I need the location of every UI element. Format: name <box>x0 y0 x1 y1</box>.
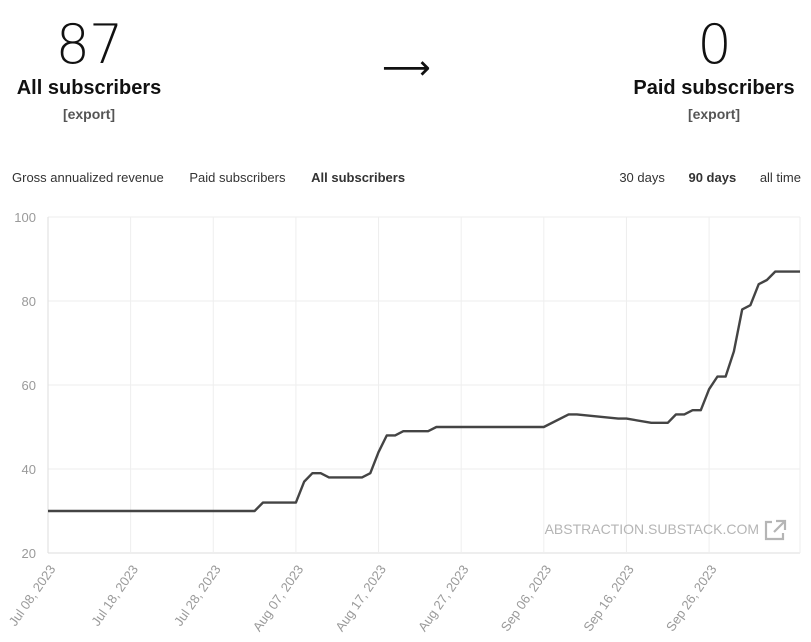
x-tick-label: Jul 08, 2023 <box>6 562 59 629</box>
x-tick-label: Aug 07, 2023 <box>250 562 307 634</box>
x-tick-label: Sep 16, 2023 <box>580 562 637 634</box>
y-tick-label: 20 <box>22 546 36 561</box>
y-tick-label: 40 <box>22 462 36 477</box>
metric-tabs: Gross annualized revenue Paid subscriber… <box>12 170 427 185</box>
series-line <box>48 270 800 513</box>
paid-subscribers-label: Paid subscribers <box>633 77 795 99</box>
x-tick-label: Aug 17, 2023 <box>332 562 389 634</box>
tab-all-time[interactable]: all time <box>759 170 801 185</box>
export-all-subscribers-link[interactable]: [export] <box>62 106 116 122</box>
tab-gross-annualized-revenue[interactable]: Gross annualized revenue <box>12 170 164 185</box>
x-tick-label: Aug 27, 2023 <box>415 562 472 634</box>
paid-subscribers-count: 0 <box>697 13 731 76</box>
x-tick-label: Sep 26, 2023 <box>663 562 720 634</box>
external-link-icon[interactable] <box>764 519 787 541</box>
y-tick-label: 100 <box>14 210 36 225</box>
chart-grid <box>47 216 801 554</box>
paid-subscribers-stat: 0 Paid subscribers [export] <box>626 14 802 124</box>
x-axis-ticks: Jul 08, 2023 Jul 18, 2023 Jul 28, 2023 Aug … <box>6 562 720 634</box>
all-subscribers-count: 87 <box>55 13 124 76</box>
tab-paid-subscribers[interactable]: Paid subscribers <box>189 170 286 185</box>
x-tick-label: Jul 18, 2023 <box>88 562 141 629</box>
arrow-icon: ⟶ <box>382 48 431 88</box>
range-tabs: 30 days 90 days all time <box>599 170 801 185</box>
export-paid-subscribers-link[interactable]: [export] <box>687 106 741 122</box>
tab-all-subscribers[interactable]: All subscribers <box>311 170 406 185</box>
y-axis-ticks: 20 40 60 80 100 <box>14 210 36 561</box>
y-tick-label: 60 <box>22 378 36 393</box>
tab-30-days[interactable]: 30 days <box>619 170 665 185</box>
x-tick-label: Sep 06, 2023 <box>498 562 555 634</box>
watermark-text: ABSTRACTION.SUBSTACK.COM <box>545 521 759 537</box>
all-subscribers-stat: 87 All subscribers [export] <box>0 14 178 124</box>
all-subscribers-label: All subscribers <box>16 77 162 99</box>
x-tick-label: Jul 28, 2023 <box>171 562 224 629</box>
tab-90-days[interactable]: 90 days <box>688 170 737 185</box>
y-tick-label: 80 <box>22 294 36 309</box>
